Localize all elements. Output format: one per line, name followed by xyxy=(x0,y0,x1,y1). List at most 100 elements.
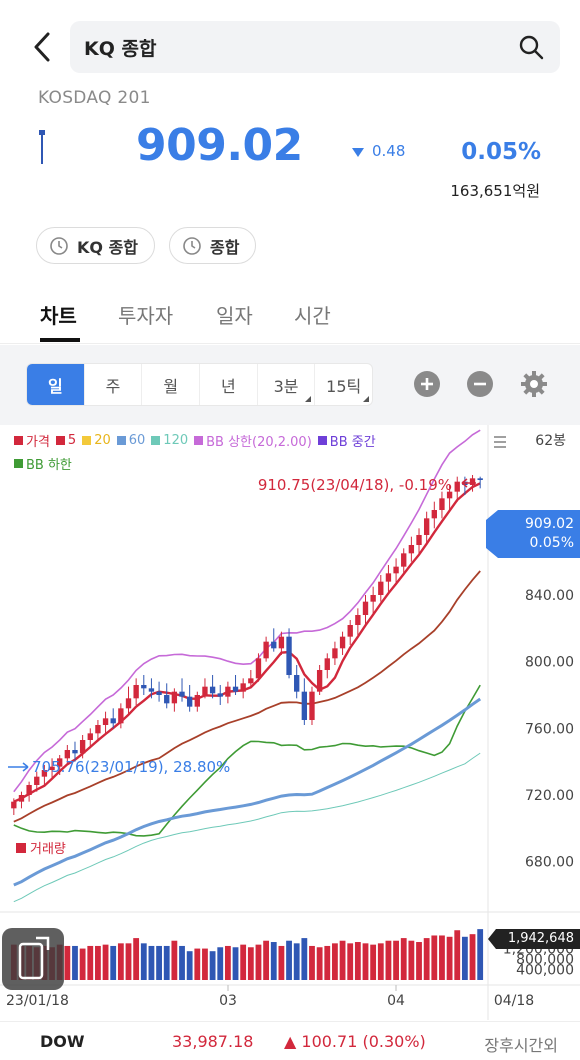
price-change-pct: 0.05% xyxy=(461,139,541,165)
volume-bar xyxy=(179,945,185,980)
active-tab-indicator xyxy=(40,338,80,342)
price-change: 0.48 xyxy=(372,142,406,160)
volume-bar xyxy=(217,947,224,980)
candle-body xyxy=(141,685,147,689)
bottom-ticker[interactable]: DOW 33,987.18 ▲ 100.71 (0.30%) 장후시간외 xyxy=(0,1021,580,1060)
volume-bar xyxy=(408,940,415,980)
volume-bar xyxy=(416,942,422,980)
volume-bar xyxy=(377,943,384,980)
chart-legend-2: BB 하한 xyxy=(14,454,72,473)
volume-bar xyxy=(133,938,140,980)
volume-bar xyxy=(102,944,109,980)
volume-legend-label: 거래량 xyxy=(30,842,66,857)
candle-body xyxy=(64,750,71,759)
candle-body xyxy=(49,766,55,770)
chart-panel[interactable]: 62봉880.00840.00800.00760.00720.00680.001… xyxy=(0,425,580,1020)
candle-body xyxy=(110,718,116,724)
volume-bar xyxy=(156,945,162,980)
volume-bar xyxy=(316,947,323,980)
volume-bar xyxy=(354,942,361,980)
volume-bar xyxy=(400,938,407,980)
chart-section: 일 주 월 년 3분 15틱 62봉880.00840.00800.00760.… xyxy=(0,345,580,1020)
zoom-out-icon[interactable] xyxy=(466,370,494,398)
tab-investor[interactable]: 투자자 xyxy=(118,304,174,328)
tab-bar: 차트 투자자 일자 시간 xyxy=(0,290,580,344)
period-3min[interactable]: 3분 xyxy=(258,364,316,405)
candle-body xyxy=(18,795,25,802)
legend-ma20: 20 xyxy=(82,433,111,448)
high-arrow-icon xyxy=(461,478,476,488)
period-week[interactable]: 주 xyxy=(85,364,143,405)
clock-icon xyxy=(183,236,201,255)
volume-bar xyxy=(309,945,315,980)
search-bar[interactable]: KQ 종합 xyxy=(70,21,560,73)
back-arrow-icon[interactable] xyxy=(28,30,58,64)
volume-bar xyxy=(270,942,277,980)
candlestick-chart[interactable]: 62봉880.00840.00800.00760.00720.00680.001… xyxy=(0,425,580,1020)
y-tick-label: 840.00 xyxy=(525,588,574,604)
zoom-in-icon[interactable] xyxy=(413,370,441,398)
high-annotation: 910.75(23/04/18), -0.19% xyxy=(258,476,452,494)
candle-body xyxy=(217,693,223,697)
volume-bar xyxy=(324,945,331,980)
candle-body xyxy=(263,641,269,659)
candle-body xyxy=(423,518,430,535)
legend-bb-upper: BB 상한(20,2.00) xyxy=(194,431,312,450)
low-annotation: 705.76(23/01/19), 28.80% xyxy=(32,758,230,776)
volume-bar xyxy=(202,948,208,980)
volume-bar xyxy=(301,938,308,980)
ma20-line xyxy=(13,570,481,823)
x-tick-label: 03 xyxy=(219,993,237,1009)
candle-body xyxy=(209,686,216,694)
period-day[interactable]: 일 xyxy=(27,364,85,405)
chip-kq-composite[interactable]: KQ 종합 xyxy=(36,227,156,264)
chip-composite[interactable]: 종합 xyxy=(169,227,257,264)
candle-body xyxy=(469,478,476,485)
volume-bar xyxy=(362,943,369,980)
volume-bar xyxy=(64,945,71,980)
period-15tick[interactable]: 15틱 xyxy=(315,364,372,405)
candle-body xyxy=(133,685,139,699)
tab-daily[interactable]: 일자 xyxy=(216,304,253,328)
candle-body xyxy=(57,758,63,767)
candle-body xyxy=(332,648,338,659)
volume-bar xyxy=(247,947,254,980)
candle-body xyxy=(102,718,109,725)
candle-body xyxy=(87,733,93,740)
y-tick-label: 680.00 xyxy=(525,855,574,871)
current-volume-label: 1,942,648 xyxy=(488,927,580,951)
period-year[interactable]: 년 xyxy=(200,364,258,405)
period-month[interactable]: 월 xyxy=(142,364,201,405)
settings-gear-icon[interactable] xyxy=(520,370,548,398)
candle-body xyxy=(301,691,308,720)
volume-bar xyxy=(469,934,476,980)
tab-time[interactable]: 시간 xyxy=(294,304,331,328)
low-arrow-icon xyxy=(8,762,29,772)
volume-bar xyxy=(347,943,354,980)
volume-bar xyxy=(87,945,94,980)
candle-body xyxy=(347,625,353,637)
tab-chart[interactable]: 차트 xyxy=(40,304,77,328)
candle-body xyxy=(324,658,330,670)
candle-body xyxy=(378,581,384,595)
current-price-label: 909.02 0.05% xyxy=(486,510,580,558)
candle-body xyxy=(34,776,40,785)
volume-bar xyxy=(110,945,117,980)
x-tick-label: 23/01/18 xyxy=(6,993,69,1009)
candle-body xyxy=(202,686,208,695)
search-icon[interactable] xyxy=(518,34,544,60)
candle-body xyxy=(179,691,185,697)
volume-bar xyxy=(423,938,430,980)
candle-body xyxy=(431,510,437,519)
volume-bar xyxy=(393,940,399,980)
candle-body xyxy=(401,553,407,567)
bb-lower-line xyxy=(13,684,481,837)
rotate-screen-button[interactable] xyxy=(2,928,64,990)
index-subtitle: KOSDAQ 201 xyxy=(38,88,151,108)
legend-price: 가격 xyxy=(14,431,50,450)
volume-legend-swatch xyxy=(16,843,26,853)
legend-bb-mid: BB 중간 xyxy=(317,431,376,450)
candle-body xyxy=(164,695,170,704)
legend-menu-icon xyxy=(494,436,506,448)
ma5-line xyxy=(13,482,481,803)
